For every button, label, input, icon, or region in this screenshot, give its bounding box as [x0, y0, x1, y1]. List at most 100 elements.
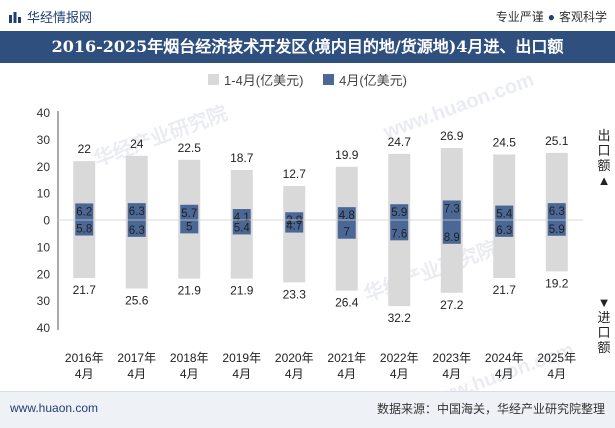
brand-name: 华经情报网 [27, 10, 93, 25]
bar-month-export [495, 205, 514, 220]
legend-label-cumulative: 1-4月(亿美元) [224, 73, 304, 88]
bar-month-export [390, 204, 409, 220]
data-label-cumulative-import: 21.9 [230, 284, 254, 298]
data-label-month-export: 5.9 [391, 207, 407, 219]
x-tick-label: 4月 [285, 367, 304, 381]
data-label-cumulative-import: 21.7 [73, 283, 97, 297]
bar-cumulative-export [493, 154, 516, 220]
x-tick-label: 2016年 [65, 351, 104, 365]
bar-month-export [75, 203, 94, 220]
data-label-month-export: 4.8 [339, 210, 355, 222]
export-side-label: 出口额 ▲ [595, 128, 613, 188]
bar-month-import [75, 220, 94, 236]
data-label-cumulative-export: 25.1 [545, 134, 569, 148]
x-tick-label: 2023年 [432, 351, 471, 365]
x-tick-label: 4月 [442, 367, 461, 381]
y-tick-label: 0 [43, 214, 50, 228]
data-label-cumulative-import: 19.2 [545, 276, 569, 290]
x-tick-label: 4月 [127, 367, 146, 381]
bar-cumulative-export [283, 186, 306, 220]
bar-cumulative-import [125, 220, 148, 289]
data-label-cumulative-export: 22.5 [178, 141, 202, 155]
bar-month-import [495, 220, 514, 237]
chart-legend: 1-4月(亿美元) 4月(亿美元) [0, 70, 615, 89]
x-tick-label: 4月 [495, 367, 514, 381]
data-label-cumulative-export: 18.7 [230, 151, 254, 165]
import-side-label: ▼ 进口额 [595, 295, 613, 355]
bar-chart-logo-icon [9, 11, 21, 23]
y-tick-label: 30 [37, 294, 51, 308]
data-label-cumulative-import: 21.9 [178, 284, 202, 298]
x-tick-label: 4月 [337, 367, 356, 381]
x-tick-label: 4月 [75, 367, 94, 381]
data-label-month-export: 6.3 [129, 206, 145, 218]
x-tick-label: 2021年 [327, 351, 366, 365]
legend-label-month: 4月(亿美元) [339, 73, 407, 88]
bar-month-export [232, 209, 251, 220]
footer-source: 数据来源：中国海关，华经产业研究院整理 [376, 402, 605, 416]
x-tick-label: 2020年 [275, 351, 314, 365]
bar-month-import [127, 220, 146, 237]
legend-swatch-month [323, 74, 335, 85]
data-label-month-import: 5.9 [549, 224, 565, 236]
x-tick-label: 4月 [547, 367, 566, 381]
data-label-month-import: 7 [344, 227, 350, 239]
x-tick-label: 2017年 [117, 351, 156, 365]
arrow-down-icon: ▼ [597, 295, 611, 310]
data-label-cumulative-import: 23.3 [283, 287, 307, 301]
y-tick-label: 40 [37, 106, 51, 120]
data-label-month-export: 6.2 [76, 206, 92, 218]
bar-month-import [232, 220, 251, 235]
y-tick-label: 30 [37, 133, 51, 147]
data-label-cumulative-import: 21.7 [493, 283, 517, 297]
export-label-text: 出口额 [597, 128, 611, 173]
dot-separator-icon: ● [547, 10, 555, 24]
y-tick-label: 20 [37, 160, 51, 174]
data-label-cumulative-export: 26.9 [440, 129, 464, 143]
bar-cumulative-import [178, 220, 201, 279]
bar-month-import [285, 220, 304, 233]
bar-month-import [337, 220, 356, 239]
y-tick-label: 40 [37, 321, 51, 335]
data-label-month-import: 5.8 [76, 224, 92, 236]
data-label-cumulative-import: 26.4 [335, 296, 359, 310]
tag-right: 客观科学 [558, 10, 607, 24]
bar-month-export [180, 204, 199, 220]
x-tick-label: 2018年 [170, 351, 209, 365]
footer: www.huaon.com 数据来源：中国海关，华经产业研究院整理 [0, 391, 615, 428]
arrow-up-icon: ▲ [597, 173, 611, 188]
data-label-month-import: 5.4 [234, 222, 251, 234]
y-tick-label: 10 [37, 240, 51, 254]
bar-cumulative-export [388, 153, 411, 220]
data-label-cumulative-export: 24 [130, 137, 144, 151]
legend-item-cumulative: 1-4月(亿美元) [208, 70, 303, 89]
chart-title: 2016-2025年烟台经济技术开发区(境内目的地/货源地)4月进、出口额 [0, 31, 615, 63]
data-label-month-import: 7.6 [391, 228, 407, 240]
footer-site-link[interactable]: www.huaon.com [10, 401, 99, 415]
slogan-tags: 专业严谨 ● 客观科学 [496, 8, 607, 25]
bar-month-export [285, 212, 304, 220]
bar-cumulative-import [230, 220, 253, 279]
data-label-month-import: 6.3 [129, 225, 145, 237]
data-label-cumulative-import: 25.6 [125, 293, 149, 307]
x-tick-label: 4月 [390, 367, 409, 381]
bar-cumulative-export [335, 166, 358, 220]
data-label-cumulative-import: 32.2 [388, 311, 412, 325]
data-label-cumulative-export: 19.9 [335, 148, 359, 162]
x-tick-label: 2024年 [485, 351, 524, 365]
bar-month-import [442, 220, 461, 244]
data-label-month-import: 5 [186, 221, 192, 233]
legend-item-month: 4月(亿美元) [323, 70, 407, 89]
x-tick-label: 2025年 [537, 351, 576, 365]
bar-month-export [337, 207, 356, 220]
data-label-month-export: 5.7 [181, 208, 197, 220]
data-label-cumulative-export: 12.7 [283, 167, 307, 181]
brand[interactable]: 华经情报网 [8, 7, 92, 26]
bar-cumulative-import [283, 220, 306, 283]
tag-left: 专业严谨 [495, 10, 544, 24]
bar-month-import [547, 220, 566, 236]
data-label-month-export: 2.9 [286, 215, 302, 227]
x-tick-label: 4月 [180, 367, 199, 381]
data-label-cumulative-export: 22 [78, 142, 92, 156]
bar-month-export [442, 200, 461, 220]
